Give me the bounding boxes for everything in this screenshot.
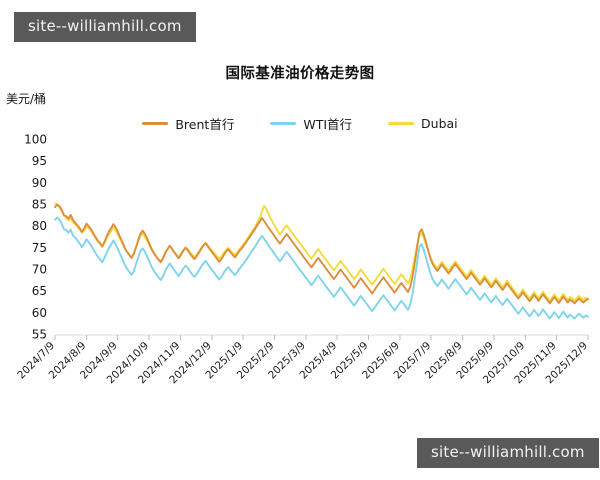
y-tick-70: 70 (32, 263, 47, 277)
y-tick-90: 90 (32, 176, 47, 190)
x-axis-tick-labels: 2024/7/92024/8/92024/9/92024/10/92024/11… (15, 340, 590, 387)
chart-title: 国际基准油价格走势图 (225, 66, 375, 82)
legend-label-wti: WTI首行 (303, 117, 353, 132)
legend-swatch-dubai (388, 121, 415, 126)
legend-label-dubai: Dubai (421, 116, 458, 131)
y-tick-75: 75 (32, 241, 47, 255)
legend-label-brent: Brent首行 (175, 117, 235, 132)
y-tick-95: 95 (32, 154, 47, 168)
y-tick-55: 55 (32, 328, 47, 342)
y-tick-100: 100 (24, 133, 47, 147)
legend-swatch-wti (270, 121, 297, 126)
y-tick-65: 65 (32, 284, 47, 298)
chart-legend: Brent首行 WTI首行 Dubai (0, 114, 600, 133)
y-tick-85: 85 (32, 198, 47, 212)
series-line-Brent首行 (54, 203, 589, 305)
y-axis-tick-labels: 100 95 90 85 80 75 70 65 60 55 (24, 133, 47, 342)
series-line-WTI首行 (54, 216, 589, 320)
series-line-Dubai (54, 202, 589, 302)
x-axis (54, 334, 589, 340)
watermark-bottom: site--williamhill.com (417, 438, 599, 468)
y-tick-60: 60 (32, 306, 47, 320)
legend-item-brent[interactable]: Brent首行 (142, 114, 234, 133)
watermark-top: site--williamhill.com (14, 12, 196, 42)
series-lines (54, 202, 589, 320)
y-tick-80: 80 (32, 219, 47, 233)
legend-swatch-brent (142, 121, 169, 126)
y-axis-unit-label: 美元/桶 (6, 92, 47, 106)
legend-item-dubai[interactable]: Dubai (388, 116, 458, 131)
legend-item-wti[interactable]: WTI首行 (270, 114, 352, 133)
